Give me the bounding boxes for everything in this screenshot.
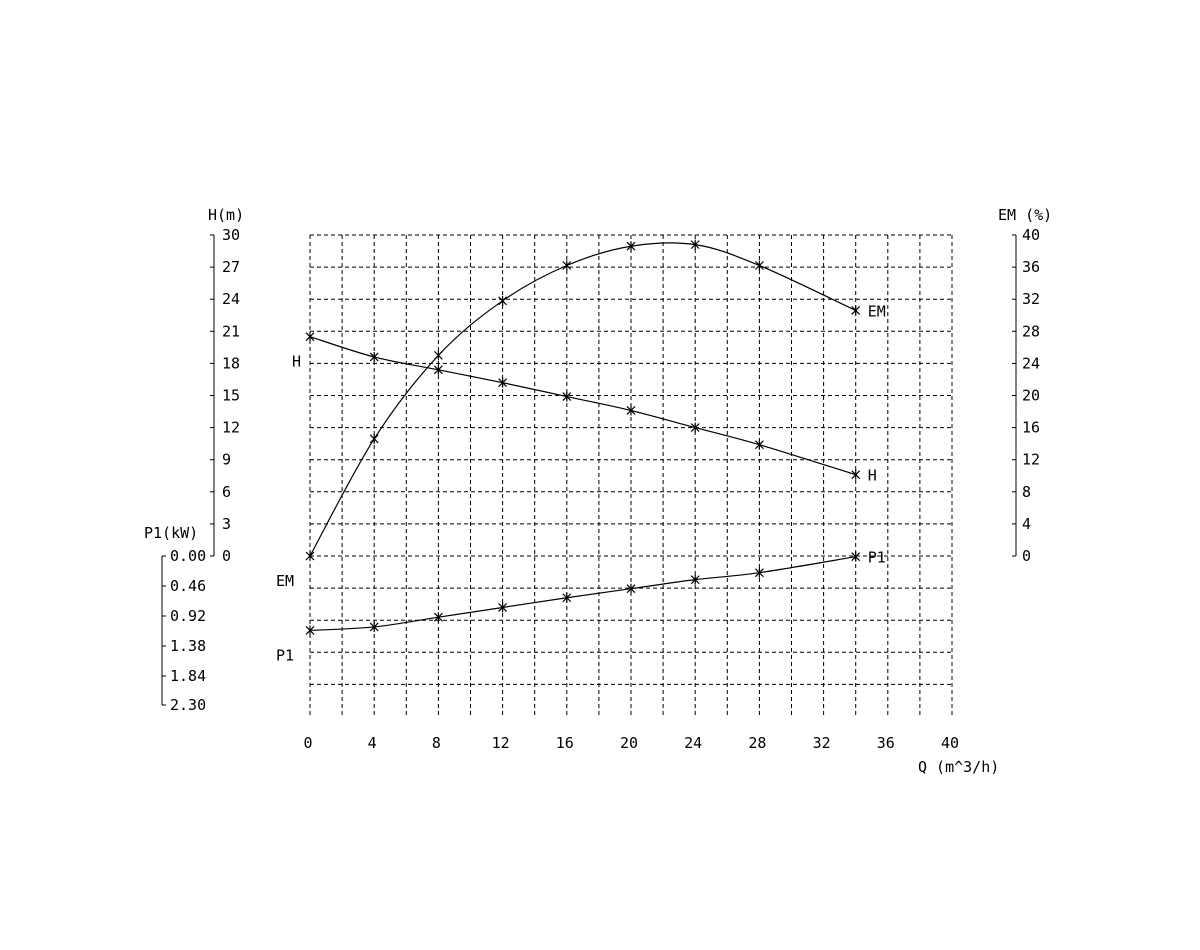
em-marker [626,241,636,252]
x-axis-tick-label: 36 [877,734,895,752]
p1-start-label: P1 [276,646,294,664]
em-marker [369,433,379,444]
p1-axis-tick-label: 2.30 [170,696,206,714]
em-axis-tick-label: 24 [1022,354,1040,372]
p1-marker [498,602,508,613]
h-axis-tick-label: 15 [222,387,240,405]
em-axis-tick-label: 16 [1022,419,1040,437]
em-marker [433,350,443,361]
p1-marker [305,625,315,636]
em-axis-tick-label: 8 [1022,483,1031,501]
em-marker [305,551,315,561]
h-marker [626,405,636,416]
p1-axis-tick-label: 0.00 [170,547,206,565]
x-axis-tick-label: 20 [620,734,638,752]
x-axis-tick-label: 16 [556,734,574,752]
p1-axis-tick-label: 1.38 [170,637,206,655]
labels: 036912151821242730H(m)0.000.460.921.381.… [144,206,1052,776]
p1-curve [309,556,856,632]
axes [161,234,1017,706]
grid [309,234,953,716]
em-axis-tick-label: 4 [1022,515,1031,533]
em-axis-tick-label: 12 [1022,451,1040,469]
p1-axis-title: P1(kW) [144,524,198,542]
h-axis-tick-label: 9 [222,451,231,469]
em-axis-tick-label: 32 [1022,290,1040,308]
em-curve [309,242,856,557]
h-axis-tick-label: 24 [222,290,240,308]
h-axis-title: H(m) [208,206,244,224]
h-axis-tick-label: 27 [222,258,240,276]
em-axis-tick-label: 36 [1022,258,1040,276]
h-marker [369,351,379,362]
x-axis-tick-label: 8 [432,734,441,752]
h-axis-tick-label: 30 [222,226,240,244]
h-axis-tick-label: 0 [222,547,231,565]
p1-end-label: P1 [868,549,886,567]
h-axis-tick-label: 18 [222,354,240,372]
em-marker [754,260,764,271]
h-curve [309,336,856,476]
x-axis-tick-label: 0 [303,734,312,752]
h-marker [754,439,764,450]
x-axis-tick-label: 32 [813,734,831,752]
h-marker [433,364,443,375]
em-marker [498,295,508,306]
p1-marker [754,567,764,578]
x-axis-tick-label: 4 [368,734,377,752]
h-marker [498,377,508,388]
p1-marker [562,592,572,603]
h-marker [562,391,572,402]
em-axis-tick-label: 28 [1022,322,1040,340]
x-axis-tick-label: 40 [941,734,959,752]
h-axis-tick-label: 3 [222,515,231,533]
x-axis-tick-label: 12 [492,734,510,752]
x-axis-title: Q (m^3/h) [918,758,999,776]
em-axis-tick-label: 40 [1022,226,1040,244]
x-axis-tick-label: 24 [684,734,702,752]
h-marker [305,331,315,342]
p1-marker [851,551,861,562]
series [305,239,861,636]
em-marker [690,239,700,250]
h-marker [851,469,861,480]
h-axis-tick-label: 12 [222,419,240,437]
p1-marker [433,612,443,623]
h-axis-tick-label: 6 [222,483,231,501]
h-axis-tick-label: 21 [222,322,240,340]
h-start-label: H [292,353,301,371]
p1-marker [690,574,700,585]
em-end-label: EM [868,302,886,320]
p1-axis-tick-label: 1.84 [170,667,206,685]
em-start-label: EM [276,572,294,590]
h-end-label: H [868,467,877,485]
em-marker [851,305,861,316]
p1-axis-tick-label: 0.92 [170,607,206,625]
em-axis-title: EM (%) [998,206,1052,224]
x-axis-tick-label: 28 [748,734,766,752]
em-axis-tick-label: 0 [1022,547,1031,565]
p1-marker [626,583,636,594]
p1-marker [369,621,379,632]
p1-axis-tick-label: 0.46 [170,577,206,595]
em-marker [562,260,572,271]
em-axis-tick-label: 20 [1022,387,1040,405]
h-marker [690,422,700,433]
